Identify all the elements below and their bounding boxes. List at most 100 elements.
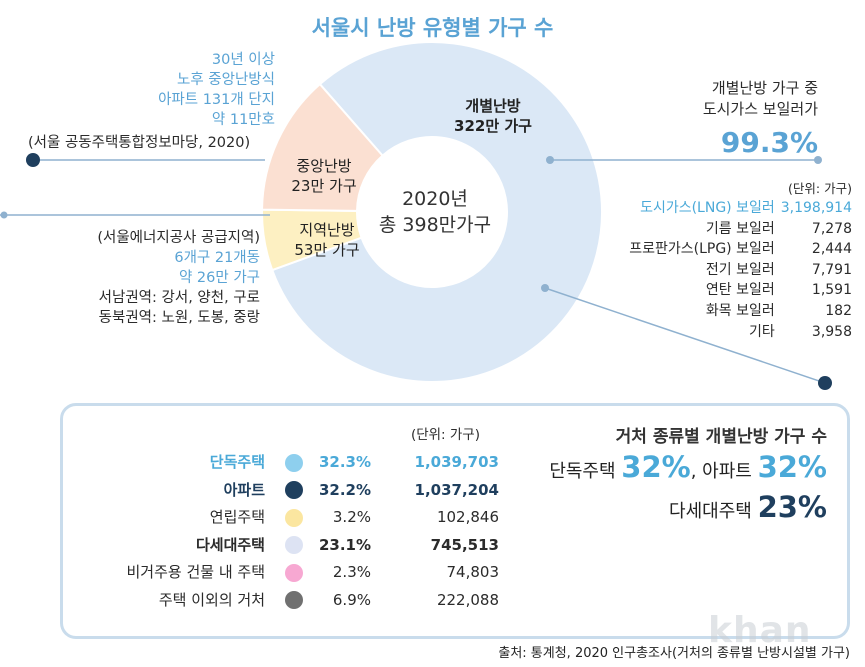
housing-pct: 2.3% — [332, 563, 371, 582]
donut-hole — [357, 137, 507, 287]
boiler-type: 화목 보일러 — [705, 302, 775, 319]
boiler-count: 1,591 — [811, 282, 852, 299]
slice-label-individual: 개별난방 322만 가구 — [438, 96, 548, 136]
district-note-line: 약 26만 가구 — [178, 270, 260, 286]
boiler-type: 도시가스(LNG) 보일러 — [640, 200, 775, 216]
slice-value-individual: 322만 가구 — [454, 117, 532, 135]
slice-name-individual: 개별난방 — [465, 97, 521, 115]
center-year: 2020년 — [402, 188, 468, 210]
individual-heating-note: 개별난방 가구 중 도시가스 보일러가 — [640, 78, 818, 120]
summary-line-2: 다세대주택 23% — [560, 490, 827, 524]
central-note-line: 30년 이상 — [211, 52, 275, 68]
housing-pct: 3.2% — [332, 508, 371, 527]
slice-name-district: 지역난방 — [299, 221, 355, 239]
boiler-type: 연탄 보일러 — [705, 282, 775, 299]
housing-type-panel — [60, 403, 850, 639]
summary-title: 거처 종류별 개별난방 가구 수 — [615, 427, 827, 447]
district-note-area: 동북권역: 노원, 도봉, 중랑 — [98, 310, 260, 326]
donut-chart — [0, 41, 832, 390]
central-heating-note: 30년 이상 노후 중앙난방식 아파트 131개 단지 약 11만호 — [110, 50, 275, 130]
central-note-line: 노후 중앙난방식 — [177, 72, 275, 88]
boiler-table-unit: (단위: 가구) — [788, 181, 852, 196]
boiler-count: 3,198,914 — [780, 200, 852, 216]
boiler-count: 7,791 — [811, 261, 852, 278]
boiler-table: 도시가스(LNG) 보일러 3,198,914 기름 보일러 7,278 프로판가스(L… — [623, 198, 852, 342]
district-heating-note: (서울에너지공사 공급지역) 6개구 21개동 약 26만 가구 서남권역: 강… — [60, 228, 260, 328]
boiler-count: 7,278 — [811, 220, 852, 237]
summary-detached-pct: 32% — [621, 450, 691, 484]
summary-detached-label: 단독주택 — [549, 461, 616, 482]
slice-name-central: 중앙난방 — [296, 157, 352, 175]
housing-row: 연립주택 3.2% 102,846 — [85, 504, 499, 532]
housing-count: 1,039,703 — [414, 453, 499, 471]
boiler-row: 화목 보일러 182 — [623, 301, 852, 322]
summary-multi-pct: 23% — [757, 490, 827, 524]
housing-type-label: 연립주택 — [209, 508, 265, 527]
summary-apartment-label: , 아파트 — [690, 461, 752, 482]
housing-color-dot — [285, 508, 303, 527]
boiler-type: 기름 보일러 — [705, 220, 775, 237]
boiler-count: 3,958 — [811, 323, 852, 340]
boiler-leader-start — [541, 284, 549, 292]
housing-table-unit: (단위: 가구) — [410, 427, 480, 443]
boiler-row: 기타 3,958 — [623, 322, 852, 343]
boiler-row: 연탄 보일러 1,591 — [623, 280, 852, 301]
housing-type-label: 다세대주택 — [195, 535, 265, 554]
housing-pct: 32.2% — [318, 480, 371, 499]
slice-value-district: 53만 가구 — [294, 241, 360, 259]
slice-value-central: 23만 가구 — [291, 177, 357, 195]
housing-pct: 23.1% — [318, 535, 371, 554]
summary-apartment-pct: 32% — [757, 450, 827, 484]
boiler-row: 전기 보일러 7,791 — [623, 260, 852, 281]
housing-row: 아파트 32.2% 1,037,204 — [85, 477, 499, 505]
district-note-area: 서남권역: 강서, 양천, 구로 — [98, 290, 260, 306]
central-leader-dot — [26, 153, 40, 167]
individual-note-line2: 도시가스 보일러가 — [702, 100, 818, 118]
housing-pct: 6.9% — [332, 590, 371, 609]
housing-count: 1,037,204 — [414, 480, 499, 499]
district-note-line: 6개구 21개동 — [174, 250, 260, 266]
chart-title: 서울시 난방 유형별 가구 수 — [311, 16, 554, 40]
district-leader-dot — [0, 211, 8, 219]
slice-label-central: 중앙난방 23만 가구 — [278, 156, 370, 196]
boiler-leader-dot — [818, 376, 832, 390]
housing-count: 102,846 — [436, 508, 499, 527]
housing-type-label: 주택 이외의 거처 — [158, 590, 265, 609]
housing-count: 74,803 — [446, 563, 500, 582]
housing-row: 단독주택 32.3% 1,039,703 — [85, 449, 499, 477]
housing-color-dot — [285, 453, 303, 472]
housing-color-dot — [285, 536, 303, 555]
housing-color-dot — [285, 481, 303, 500]
slice-label-district: 지역난방 53만 가구 — [282, 220, 372, 260]
boiler-row: 프로판가스(LPG) 보일러 2,444 — [623, 239, 852, 260]
housing-pct: 32.3% — [318, 453, 371, 471]
boiler-type: 기타 — [748, 323, 775, 340]
housing-row: 다세대주택 23.1% 745,513 — [85, 532, 499, 560]
watermark-logo: khan — [708, 610, 812, 651]
housing-type-label: 비거주용 건물 내 주택 — [126, 563, 265, 582]
central-note-line: 약 11만호 — [211, 112, 275, 128]
donut-center-label: 2020년 총 398만가구 — [355, 186, 515, 238]
center-total: 총 398만가구 — [378, 214, 492, 236]
housing-count: 222,088 — [436, 590, 499, 609]
boiler-type: 전기 보일러 — [705, 261, 775, 278]
housing-color-dot — [285, 563, 303, 582]
central-note-line: 아파트 131개 단지 — [158, 92, 275, 108]
housing-color-dot — [285, 591, 303, 610]
source-credit: 출처: 통계청, 2020 인구총조사(거처의 종류별 난방시설별 가구) — [498, 646, 850, 661]
housing-count: 745,513 — [430, 535, 499, 554]
boiler-type: 프로판가스(LPG) 보일러 — [629, 241, 775, 258]
housing-type-label: 아파트 — [223, 480, 265, 499]
housing-table: 단독주택 32.3% 1,039,703 아파트 32.2% 1,037,204 연립주택 3… — [85, 449, 499, 615]
summary-line-1: 단독주택 32%, 아파트 32% — [500, 450, 827, 484]
boiler-row: 도시가스(LNG) 보일러 3,198,914 — [623, 198, 852, 219]
individual-note-line1: 개별난방 가구 중 — [711, 79, 818, 97]
housing-row: 주택 이외의 거처 6.9% 222,088 — [85, 587, 499, 615]
individual-gas-boiler-pct: 99.3% — [720, 126, 818, 159]
boiler-leader-line — [544, 287, 826, 384]
boiler-row: 기름 보일러 7,278 — [623, 219, 852, 240]
district-note-source: (서울에너지공사 공급지역) — [97, 230, 260, 246]
housing-row: 비거주용 건물 내 주택 2.3% 74,803 — [85, 559, 499, 587]
central-note-source: (서울 공동주택통합정보마당, 2020) — [28, 135, 251, 151]
individual-leader-start — [546, 156, 554, 164]
